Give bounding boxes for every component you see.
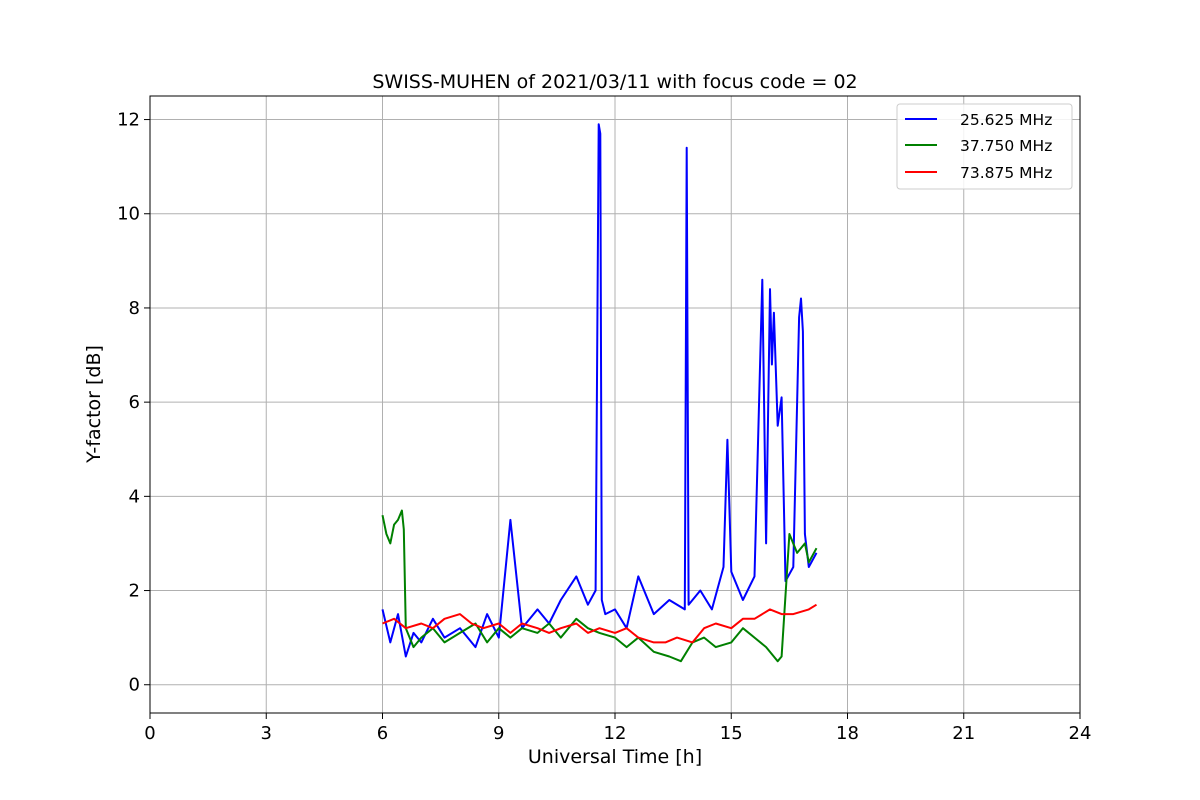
- x-tick-label: 24: [1069, 723, 1092, 744]
- legend-label-37750: 37.750 MHz: [960, 137, 1052, 155]
- y-tick-label: 2: [129, 581, 140, 602]
- y-tick-label: 6: [129, 392, 140, 413]
- series-line-0: [381, 123, 818, 658]
- x-tick-label: 12: [604, 723, 627, 744]
- y-tick-label: 4: [129, 486, 140, 507]
- x-tick-label: 9: [493, 723, 504, 744]
- series-line-1: [381, 509, 818, 663]
- legend-label-73875: 73.875 MHz: [960, 164, 1052, 182]
- x-tick-label: 18: [836, 723, 859, 744]
- x-tick-label: 15: [720, 723, 743, 744]
- x-tick-label: 0: [144, 723, 155, 744]
- x-axis-label: Universal Time [h]: [528, 746, 702, 768]
- x-tick-label: 3: [261, 723, 272, 744]
- y-tick-label: 12: [117, 110, 140, 131]
- y-tick-label: 10: [117, 204, 140, 225]
- series-line-2: [382, 603, 818, 644]
- x-tick-label: 6: [377, 723, 388, 744]
- legend-box: [896, 103, 1073, 190]
- legend-label-25625: 25.625 MHz: [960, 111, 1052, 129]
- chart-title: SWISS-MUHEN of 2021/03/11 with focus cod…: [372, 71, 857, 93]
- x-tick-label: 21: [952, 723, 975, 744]
- y-tick-label: 0: [129, 675, 140, 696]
- y-axis-label: Y-factor [dB]: [83, 345, 105, 464]
- legend: 25.625 MHz 37.750 MHz 73.875 MHz: [896, 103, 1073, 190]
- series-lines: [381, 123, 818, 663]
- y-tick-label: 8: [129, 298, 140, 319]
